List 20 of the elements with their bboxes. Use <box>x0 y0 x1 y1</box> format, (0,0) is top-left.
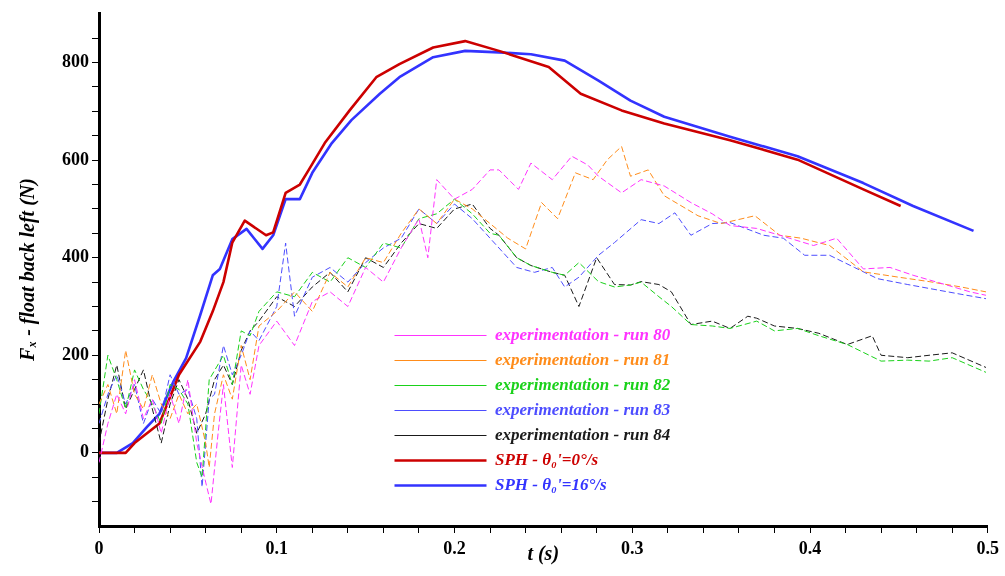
x-tick-label: 0 <box>94 538 104 559</box>
x-tick-label: 0.1 <box>265 538 288 559</box>
text: experimentation - run 84 <box>495 424 671 444</box>
text: experimentation - run 81 <box>495 349 671 369</box>
y-tick-label: 0 <box>80 441 89 462</box>
text: experimentation - run 83 <box>495 399 671 419</box>
y-tick-label: 600 <box>62 148 89 169</box>
text: experimentation - run 82 <box>495 374 671 394</box>
text: SPH - θ₀'=16°/s <box>495 474 607 494</box>
x-tick-label: 0.4 <box>798 538 822 559</box>
text: SPH - θ₀'=0°/s <box>495 449 599 469</box>
x-tick-label: 0.2 <box>443 538 466 559</box>
y-tick-label: 200 <box>62 343 89 364</box>
y-axis-title: Fₓ - float back left (N) <box>15 178 39 362</box>
x-axis-title: t (s) <box>527 542 560 565</box>
y-tick-label: 800 <box>62 51 89 72</box>
text: experimentation - run 80 <box>495 324 671 344</box>
x-tick-label: 0.3 <box>621 538 644 559</box>
x-tick-label: 0.5 <box>976 538 999 559</box>
y-tick-label: 400 <box>62 246 89 267</box>
